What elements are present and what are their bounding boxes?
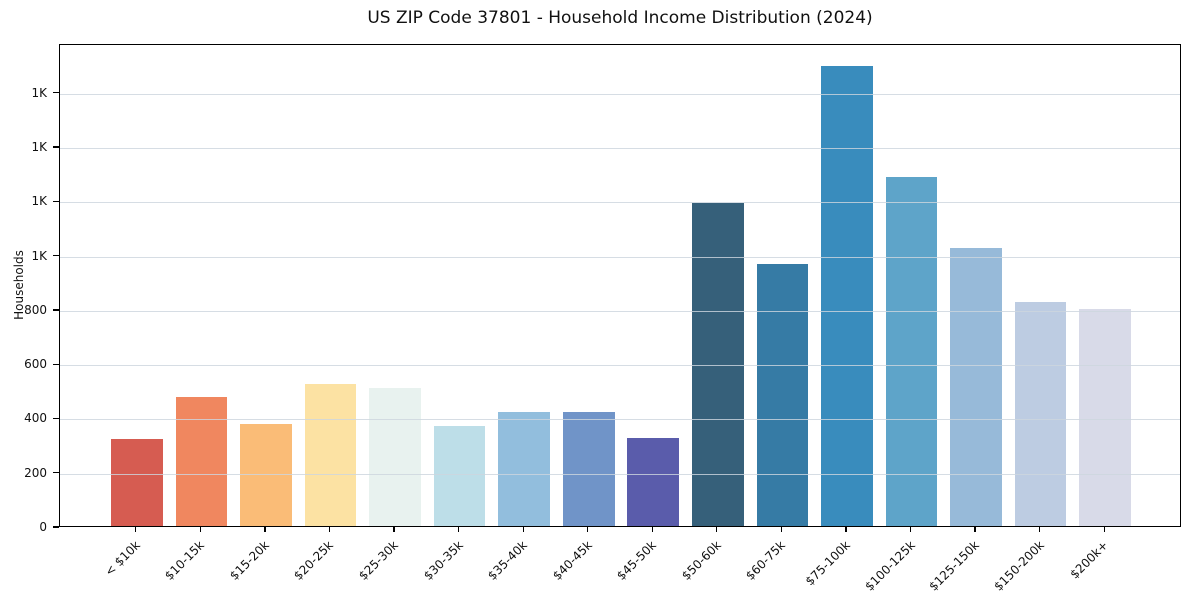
x-tick-label: $60-75k xyxy=(743,538,789,583)
y-tick-mark xyxy=(53,363,59,365)
x-tick-mark xyxy=(199,527,202,532)
y-tick-mark xyxy=(53,526,59,528)
bar-$35-40k xyxy=(498,412,550,526)
x-tick-label: < $10k xyxy=(101,538,143,579)
y-tick-mark xyxy=(53,417,59,420)
gridline-1600 xyxy=(60,93,1180,95)
y-tick-label: 0 xyxy=(39,520,47,534)
x-tick-label: $150-200k xyxy=(990,538,1047,594)
bar-$100-125k xyxy=(885,177,938,526)
x-tick-label: $30-35k xyxy=(420,538,466,583)
y-tick-label: 1K xyxy=(31,248,47,263)
bar-$150-200k xyxy=(1014,302,1067,526)
x-tick-label: $50-60k xyxy=(678,538,724,583)
bar-$60-75k xyxy=(756,264,809,526)
y-tick-label: 1K xyxy=(31,140,47,155)
y-tick-label: 400 xyxy=(24,411,47,426)
gridline-200 xyxy=(60,473,1180,475)
x-tick-mark xyxy=(587,527,589,532)
x-tick-mark xyxy=(522,527,524,532)
x-tick-label: $75-100k xyxy=(802,538,853,589)
gridline-1200 xyxy=(60,202,1180,204)
x-tick-mark xyxy=(716,527,718,532)
x-tick-label: $10-15k xyxy=(162,538,208,583)
x-tick-label: $35-40k xyxy=(485,538,531,583)
bar-$20-25k xyxy=(304,383,357,526)
y-tick-label: 800 xyxy=(24,302,47,317)
y-tick-mark xyxy=(53,146,59,148)
bar-$125-150k xyxy=(950,247,1002,526)
bar-$200k+ xyxy=(1079,308,1131,526)
y-tick-mark xyxy=(53,200,59,203)
x-tick-mark xyxy=(457,527,460,532)
y-tick-label: 200 xyxy=(24,465,47,480)
gridline-1400 xyxy=(60,148,1180,150)
y-tick-mark xyxy=(53,92,59,94)
bar-$75-100k xyxy=(821,66,873,526)
x-tick-mark xyxy=(845,527,847,532)
x-tick-label: $45-50k xyxy=(614,538,660,583)
x-tick-mark xyxy=(393,527,395,532)
x-tick-label: $15-20k xyxy=(226,538,272,583)
y-tick-mark xyxy=(53,255,59,257)
y-tick-mark xyxy=(53,472,59,474)
x-tick-mark xyxy=(780,527,783,532)
x-tick-label: $100-125k xyxy=(861,538,918,594)
y-tick-label: 600 xyxy=(24,357,47,372)
gridline-400 xyxy=(60,419,1180,421)
x-tick-label: $20-25k xyxy=(291,538,337,583)
y-tick-label: 1K xyxy=(31,194,47,209)
bar-$10-15k xyxy=(175,397,228,526)
x-tick-mark xyxy=(135,527,137,532)
x-tick-label: $40-45k xyxy=(549,538,595,583)
x-tick-mark xyxy=(328,527,331,532)
bar-$50-60k xyxy=(692,203,744,526)
y-tick-label: 1K xyxy=(31,85,47,100)
x-tick-label: $125-150k xyxy=(926,538,982,594)
bar-$45-50k xyxy=(627,437,680,526)
bar-$25-30k xyxy=(369,387,421,526)
gridline-600 xyxy=(60,365,1180,367)
x-tick-label: $200k+ xyxy=(1067,538,1112,582)
bar-$30-35k xyxy=(433,425,486,526)
gridline-1000 xyxy=(60,256,1180,258)
gridline-800 xyxy=(60,310,1180,312)
chart-title: US ZIP Code 37801 - Household Income Dis… xyxy=(367,8,873,28)
x-tick-label: $25-30k xyxy=(356,538,401,583)
x-tick-mark xyxy=(909,527,912,532)
x-tick-mark xyxy=(264,527,266,532)
bar-< $10k xyxy=(111,439,163,526)
bar-$15-20k xyxy=(240,424,292,526)
plot-area xyxy=(59,44,1181,527)
x-tick-mark xyxy=(651,527,653,532)
x-tick-mark xyxy=(1103,527,1105,532)
x-tick-mark xyxy=(974,527,976,532)
y-tick-mark xyxy=(53,309,59,311)
bar-$40-45k xyxy=(562,412,615,526)
x-tick-mark xyxy=(1038,527,1041,532)
